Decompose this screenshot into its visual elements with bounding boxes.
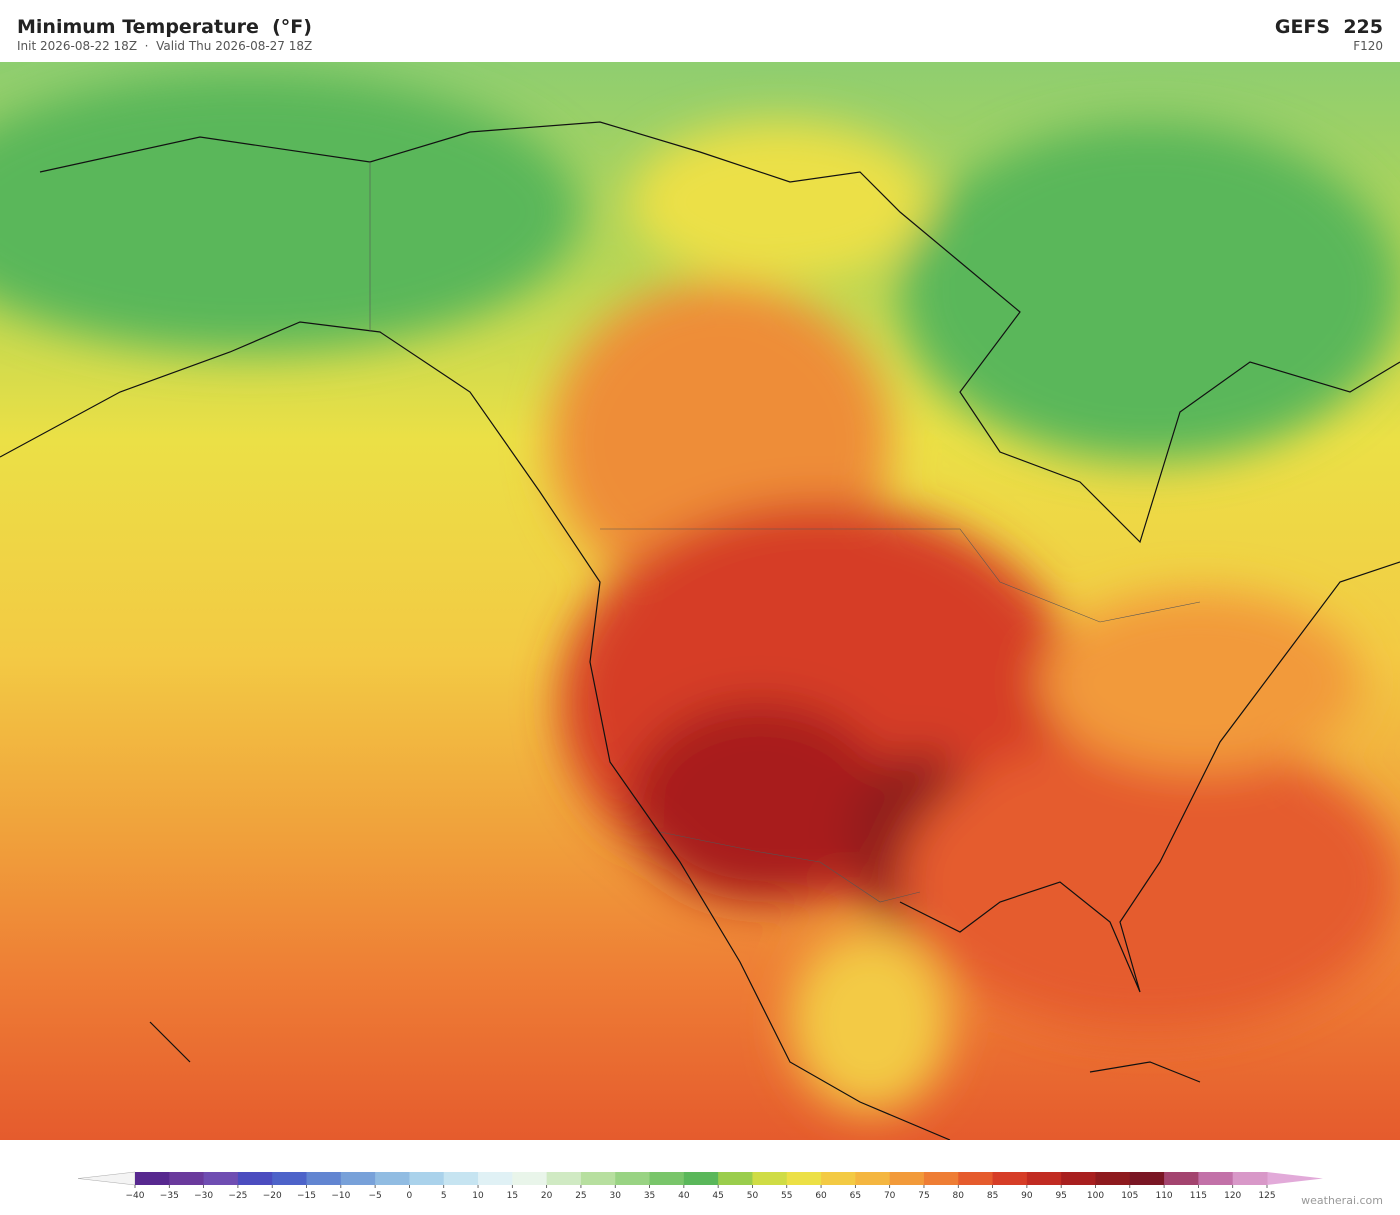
colorbar-bin [1061,1172,1096,1185]
colorbar-tick-label: 60 [815,1191,827,1201]
colorbar-bin [135,1172,170,1185]
colorbar-tick-label: 20 [541,1191,553,1201]
colorbar-bin [649,1172,685,1185]
colorbar-bin [237,1172,273,1185]
colorbar-bin [1095,1172,1131,1185]
colorbar-bin [478,1172,513,1185]
colorbar-bin [923,1172,959,1185]
colorbar-bin [375,1172,410,1185]
colorbar-bin [512,1172,548,1185]
colorbar-bin [615,1172,651,1185]
colorbar-tick-label: 125 [1258,1191,1275,1201]
colorbar-tick-label: 50 [747,1191,759,1201]
colorbar-bin [409,1172,445,1185]
colorbar-tick-label: −10 [331,1191,350,1201]
colorbar-tick-label: −25 [228,1191,247,1201]
colorbar-tick-label: 85 [987,1191,998,1201]
colorbar-tick-label: 15 [507,1191,518,1201]
colorbar-tick-label: 40 [678,1191,690,1201]
colorbar-bin [889,1172,925,1185]
colorbar-tick-label: −20 [263,1191,282,1201]
colorbar: weatherai.com −40 −35 −30 −25 −20 −15 −10 −5 0 5 1… [77,1171,1383,1207]
colorbar-bin [718,1172,753,1185]
colorbar-tick-label: 70 [884,1191,896,1201]
colorbar-bin [752,1172,788,1185]
colorbar-tick-label: 100 [1087,1191,1104,1201]
colorbar-bin [272,1172,308,1185]
colorbar-tick-label: −15 [297,1191,316,1201]
colorbar-tick-label: 10 [472,1191,484,1201]
colorbar-tick-label: 105 [1121,1191,1138,1201]
colorbar-bin [786,1172,822,1185]
map [0,62,1400,1140]
colorbar-tick-label: 45 [712,1191,723,1201]
colorbar-tick-label: 0 [407,1191,413,1201]
colorbar-bin [1129,1172,1165,1185]
colorbar-tick-label: 110 [1155,1191,1172,1201]
colorbar-tick-label: 5 [441,1191,447,1201]
temperature-field [0,72,1400,1112]
colorbar-bin [340,1172,376,1185]
colorbar-bin [306,1172,342,1185]
colorbar-bin [1164,1172,1199,1185]
colorbar-tick-label: 35 [644,1191,655,1201]
colorbar-tick-label: 75 [918,1191,929,1201]
colorbar-tick-label: 65 [850,1191,861,1201]
colorbar-tick-label: −35 [160,1191,179,1201]
colorbar-bin [580,1172,616,1185]
colorbar-bin [443,1172,479,1185]
colorbar-bin [855,1172,891,1185]
colorbar-bin [1232,1172,1268,1185]
subtitle: Init 2026-08-22 18Z · Valid Thu 2026-08-… [17,39,313,53]
colorbar-tick-label: 30 [610,1191,622,1201]
colorbar-tick-label: 120 [1224,1191,1241,1201]
colorbar-bin [203,1172,239,1185]
colorbar-tick-label: 80 [953,1191,965,1201]
colorbar-over [1267,1172,1323,1185]
colorbar-bin [1198,1172,1234,1185]
watermark: weatherai.com [1301,1194,1383,1207]
colorbar-tick-label: −30 [194,1191,213,1201]
colorbar-tick-label: 55 [781,1191,792,1201]
colorbar-bin [992,1172,1028,1185]
colorbar-tick-label: −40 [126,1191,145,1201]
colorbar-tick-label: 90 [1021,1191,1033,1201]
colorbar-tick-label: 115 [1190,1191,1207,1201]
forecast-hour: F120 [1353,39,1383,53]
colorbar-under [77,1171,136,1186]
colorbar-tick-label: 95 [1055,1191,1066,1201]
colorbar-bin [683,1172,719,1185]
colorbar-bin [958,1172,994,1185]
colorbar-bin [169,1172,205,1185]
colorbar-bin [546,1172,582,1185]
coastlines [0,121,1400,1140]
colorbar-bin [1026,1172,1062,1185]
model-label: GEFS 225 [1274,16,1383,38]
colorbar-bin [821,1172,856,1185]
title: Minimum Temperature (°F) [17,16,312,38]
colorbar-tick-label: −5 [368,1191,381,1201]
borders [369,162,1201,903]
colorbar-tick-label: 25 [575,1191,586,1201]
